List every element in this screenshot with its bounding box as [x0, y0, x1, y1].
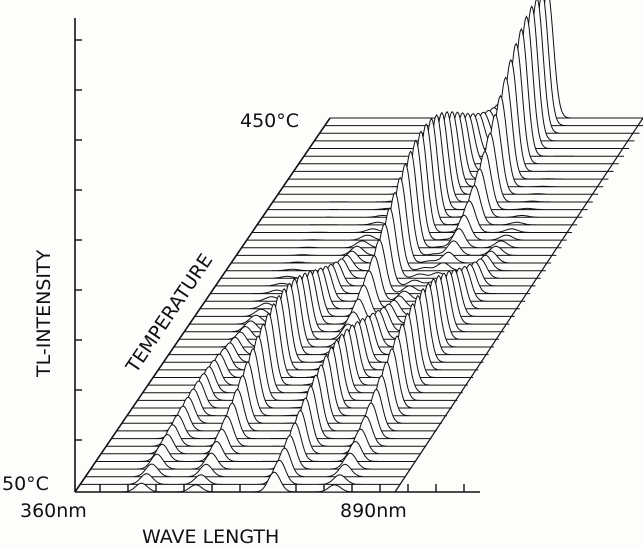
- z-end-label: 450°C: [240, 110, 299, 132]
- spectra-slices: [75, 0, 643, 493]
- spectrum-slice: [106, 397, 427, 447]
- spectrum-slice: [80, 459, 401, 485]
- spectrum-slice: [101, 409, 421, 455]
- spectrum-slice: [75, 471, 395, 493]
- z-start-label: 50°C: [2, 473, 49, 495]
- y-axis-title: TL-INTENSITY: [33, 249, 55, 378]
- spectrum-slice: [90, 435, 411, 470]
- x-axis-title: WAVE LENGTH: [142, 526, 279, 547]
- spectrum-slice: [324, 0, 643, 127]
- x-end-label: 890nm: [340, 500, 407, 522]
- y-axis-ticks: [75, 39, 82, 441]
- spectrum-slice: [319, 0, 640, 134]
- x-start-label: 360nm: [20, 500, 87, 522]
- z-axis-title: TEMPERATURE: [121, 250, 217, 378]
- spectrum-slice: [95, 422, 416, 462]
- spectrum-slice: [85, 447, 406, 478]
- temperature-axis-line: [74, 117, 331, 493]
- right-edge-line: [394, 117, 643, 493]
- spectrum-slice: [330, 0, 643, 119]
- x-axis-ticks: [99, 484, 465, 492]
